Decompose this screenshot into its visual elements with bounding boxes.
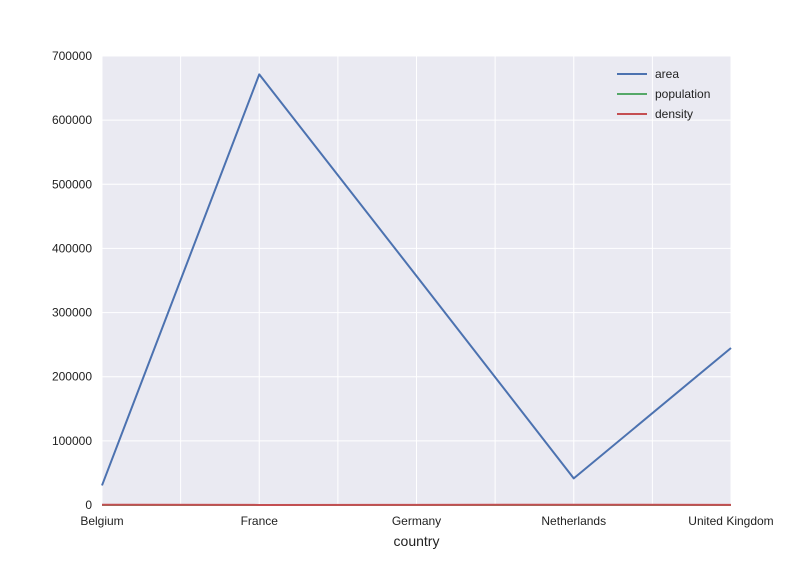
legend: area population density	[617, 67, 710, 121]
x-tick-label: Belgium	[80, 514, 123, 528]
y-tick-label: 0	[85, 498, 92, 512]
series-lines	[101, 73, 732, 506]
x-tick-label: France	[241, 514, 279, 528]
x-tick-label: United Kingdom	[688, 514, 773, 528]
legend-label-area: area	[655, 67, 679, 81]
x-tick-label: Netherlands	[541, 514, 606, 528]
y-tick-label: 400000	[52, 241, 92, 255]
x-tick-label: Germany	[392, 514, 441, 528]
y-tick-label: 500000	[52, 177, 92, 191]
y-tick-label: 600000	[52, 113, 92, 127]
y-tick-label: 100000	[52, 434, 92, 448]
y-tick-label: 200000	[52, 370, 92, 384]
y-tick-label: 300000	[52, 306, 92, 320]
x-tick-labels: Belgium France Germany Netherlands United Ki…	[80, 514, 773, 528]
legend-label-density: density	[655, 107, 693, 121]
legend-label-population: population	[655, 87, 710, 101]
series-line-area	[101, 73, 732, 486]
x-axis-title: country	[394, 533, 440, 549]
y-tick-label: 700000	[52, 49, 92, 63]
y-tick-labels: 0 100000 200000 300000 400000 500000 600000 700…	[52, 49, 92, 512]
